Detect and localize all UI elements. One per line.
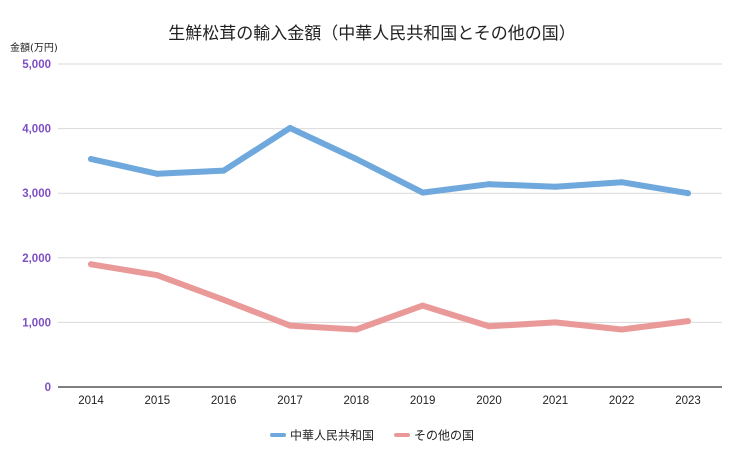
data-point — [618, 179, 625, 186]
data-point — [618, 326, 625, 333]
y-tick-label: 0 — [45, 382, 51, 394]
x-tick-label: 2014 — [78, 395, 104, 407]
data-point — [552, 319, 559, 326]
x-tick-label: 2015 — [145, 395, 171, 407]
gridlines — [58, 63, 722, 388]
y-tick-label: 5,000 — [22, 59, 51, 71]
data-point — [220, 296, 227, 303]
y-tick-label: 3,000 — [22, 188, 51, 200]
data-point — [88, 261, 94, 268]
data-point — [419, 189, 426, 196]
y-tick-label: 1,000 — [22, 317, 51, 329]
x-tick-label: 2016 — [211, 395, 237, 407]
legend-label: 中華人民共和国 — [290, 428, 374, 443]
data-point — [287, 124, 293, 131]
x-tick-label: 2018 — [344, 395, 370, 407]
data-point — [220, 167, 227, 174]
data-point — [685, 190, 691, 197]
data-point — [552, 183, 559, 190]
series-line-2 — [88, 261, 691, 333]
data-point — [685, 318, 691, 325]
x-tick-label: 2021 — [543, 395, 569, 407]
data-point — [486, 181, 492, 188]
series-line-1 — [88, 125, 691, 197]
x-tick-label: 2017 — [277, 395, 303, 407]
data-point — [353, 326, 360, 333]
x-tick-label: 2020 — [476, 395, 502, 407]
data-point — [154, 170, 161, 177]
x-tick-label: 2023 — [675, 395, 701, 407]
legend: 中華人民共和国 その他の国 — [270, 428, 474, 443]
data-point — [287, 322, 293, 329]
y-tick-label: 2,000 — [22, 253, 51, 265]
data-point — [154, 272, 161, 279]
x-axis-ticks: 2014 2015 2016 2017 2018 2019 2020 2021 2022 2023 — [78, 395, 701, 407]
data-point — [353, 155, 360, 162]
data-point — [419, 302, 426, 309]
y-tick-label: 4,000 — [22, 124, 51, 136]
data-point — [88, 155, 94, 162]
series-lines — [88, 124, 691, 333]
chart-title: 生鮮松茸の輸入金額（中華人民共和国とその他の国） — [168, 24, 576, 44]
data-point — [486, 323, 492, 330]
legend-label: その他の国 — [414, 429, 474, 443]
x-tick-label: 2022 — [609, 395, 635, 407]
y-axis-ticks: 0 1,000 2,000 3,000 4,000 5,000 — [22, 59, 51, 394]
y-axis-label: 金額(万円) — [10, 41, 58, 54]
x-tick-label: 2019 — [410, 395, 436, 407]
